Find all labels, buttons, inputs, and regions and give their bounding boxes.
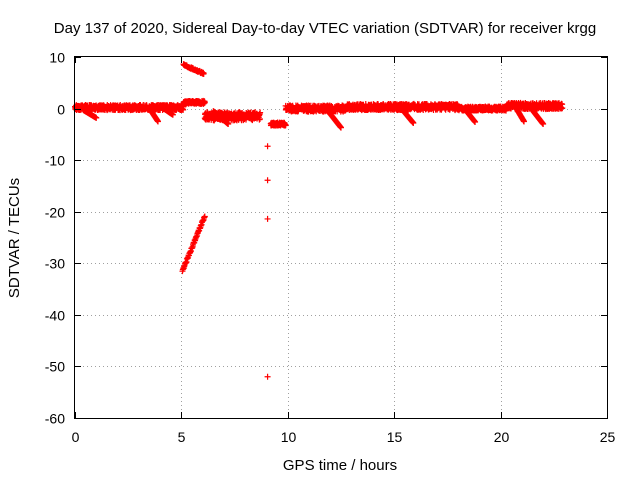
isolated-points-point <box>264 143 271 150</box>
isolated-points-point <box>264 215 271 222</box>
x-tick-label: 20 <box>494 429 510 445</box>
main-band-point <box>472 118 479 125</box>
y-tick-label: -10 <box>45 153 65 169</box>
plot-frame <box>74 56 608 419</box>
y-tick-label: -30 <box>45 256 65 272</box>
main-band-point <box>521 118 528 125</box>
main-band-point <box>93 114 100 121</box>
x-tick-label: 10 <box>281 429 297 445</box>
main-band-point <box>169 111 176 118</box>
tick-labels: 0 5 10 15 20 25 10 0 -10 -20 -30 -40 -50 -60 <box>45 50 616 446</box>
main-band-point <box>154 118 161 125</box>
main-band-point <box>257 109 264 116</box>
main-band-point <box>410 120 417 127</box>
x-axis-label: GPS time / hours <box>283 457 397 474</box>
x-tick-label: 5 <box>178 429 186 445</box>
y-tick-label: -40 <box>45 308 65 324</box>
main-band-point <box>225 121 232 128</box>
data-points <box>72 61 566 380</box>
main-band-point <box>201 99 208 106</box>
isolated-points-point <box>264 177 271 184</box>
isolated-points-point <box>264 373 271 380</box>
main-band-point <box>338 124 344 131</box>
x-tick-label: 0 <box>72 429 80 445</box>
main-band-point <box>282 122 289 129</box>
upper-line-point <box>200 70 207 77</box>
x-tick-label: 25 <box>600 429 616 445</box>
main-band-point <box>540 121 547 128</box>
y-tick-label: 10 <box>49 50 65 66</box>
x-tick-label: 15 <box>387 429 403 445</box>
axis-ticks <box>75 57 608 419</box>
y-tick-label: -50 <box>45 359 65 375</box>
main-band-point <box>256 115 263 122</box>
y-tick-label: -20 <box>45 205 65 221</box>
y-tick-label: -60 <box>45 411 65 427</box>
y-tick-label: 0 <box>57 102 65 118</box>
main-band-point <box>559 105 566 112</box>
y-axis-label: SDTVAR / TECUs <box>6 178 23 298</box>
chart-title: Day 137 of 2020, Sidereal Day-to-day VTE… <box>54 20 596 37</box>
lower-line-point <box>201 213 208 220</box>
